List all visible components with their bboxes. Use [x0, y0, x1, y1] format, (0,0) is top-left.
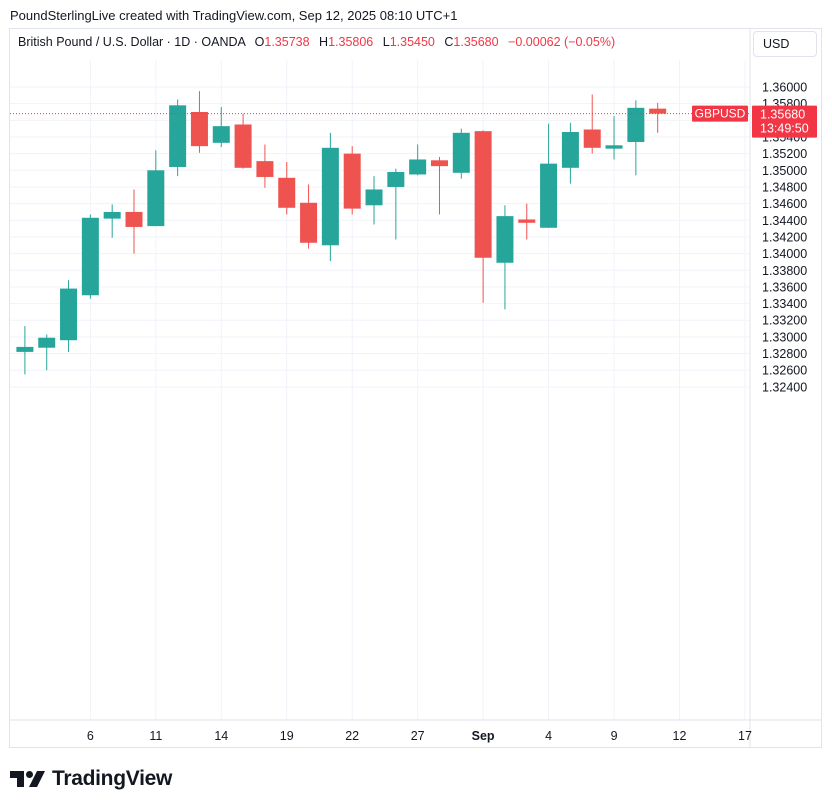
candle-body[interactable]: [649, 108, 667, 114]
currency-button[interactable]: USD: [753, 31, 817, 57]
candle-body[interactable]: [343, 153, 361, 209]
legend-high-label: H: [319, 35, 329, 49]
candle-body[interactable]: [605, 145, 623, 149]
y-tick-label: 1.36000: [762, 81, 807, 95]
x-tick-label: 19: [280, 729, 294, 743]
candle-body[interactable]: [496, 216, 514, 263]
candle-body[interactable]: [321, 147, 339, 246]
candle-body[interactable]: [81, 217, 99, 296]
tradingview-logo[interactable]: TradingView: [10, 766, 172, 792]
candle-body[interactable]: [583, 129, 601, 148]
y-tick-label: 1.33200: [762, 314, 807, 328]
tradingview-logo-icon: [10, 771, 45, 787]
candle-body[interactable]: [365, 189, 383, 206]
candle-body[interactable]: [387, 171, 405, 187]
candle-body[interactable]: [16, 346, 34, 352]
y-tick-label: 1.34600: [762, 197, 807, 211]
legend-high-value: 1.35806: [328, 35, 374, 49]
candle-body[interactable]: [430, 160, 448, 167]
y-tick-label: 1.34000: [762, 247, 807, 261]
legend-open-label: O: [254, 35, 265, 49]
x-tick-label: 4: [545, 729, 552, 743]
x-tick-label: 22: [345, 729, 359, 743]
legend-low-label: L: [382, 35, 390, 49]
legend-open-value: 1.35738: [264, 35, 310, 49]
y-tick-label: 1.33800: [762, 264, 807, 278]
legend-close-value: 1.35680: [453, 35, 499, 49]
candle-body[interactable]: [103, 211, 121, 219]
y-tick-label: 1.33400: [762, 297, 807, 311]
y-tick-label: 1.35000: [762, 164, 807, 178]
legend-instrument: British Pound / U.S. Dollar · 1D · OANDA: [18, 35, 246, 49]
candle-body[interactable]: [474, 131, 492, 258]
symbol-tag-label: GBPUSD: [695, 107, 746, 121]
candle-body[interactable]: [125, 211, 143, 227]
legend-change: −0.00062 (−0.05%): [508, 35, 616, 49]
symbol-tag: [692, 105, 748, 122]
x-tick-label: Sep: [472, 729, 495, 743]
candle-body[interactable]: [190, 111, 208, 147]
chart-frame: [9, 28, 822, 748]
candle-body[interactable]: [409, 159, 427, 175]
x-tick-label: 17: [738, 729, 752, 743]
y-tick-label: 1.35200: [762, 147, 807, 161]
price-tag: [752, 105, 817, 138]
x-tick-label: 14: [214, 729, 228, 743]
y-tick-label: 1.32400: [762, 380, 807, 394]
price-tag-countdown: 13:49:50: [760, 122, 809, 136]
candle-body[interactable]: [540, 163, 558, 228]
candle-body[interactable]: [212, 126, 230, 143]
y-tick-label: 1.34200: [762, 230, 807, 244]
candle-body[interactable]: [300, 202, 318, 243]
y-tick-label: 1.32800: [762, 347, 807, 361]
candle-body[interactable]: [452, 132, 470, 173]
candle-body[interactable]: [234, 124, 252, 168]
candle-body[interactable]: [627, 107, 645, 142]
candle-body[interactable]: [561, 131, 579, 168]
candle-body[interactable]: [147, 170, 165, 227]
x-tick-label: 27: [411, 729, 425, 743]
y-tick-label: 1.32600: [762, 364, 807, 378]
x-tick-label: 11: [149, 729, 162, 743]
x-tick-label: 12: [673, 729, 687, 743]
tradingview-wordmark: TradingView: [52, 767, 173, 790]
candle-body[interactable]: [60, 288, 78, 341]
candle-body[interactable]: [278, 177, 296, 208]
x-tick-label: 9: [611, 729, 618, 743]
y-tick-label: 1.34800: [762, 180, 807, 194]
candle-body[interactable]: [256, 161, 274, 177]
chart-legend: British Pound / U.S. Dollar · 1D · OANDA…: [18, 35, 615, 49]
y-tick-label: 1.33000: [762, 330, 807, 344]
legend-low-value: 1.35450: [389, 35, 435, 49]
x-tick-label: 6: [87, 729, 94, 743]
candle-body[interactable]: [518, 219, 536, 223]
candle-body[interactable]: [38, 337, 56, 348]
y-tick-label: 1.33600: [762, 280, 807, 294]
candle-body[interactable]: [169, 105, 187, 167]
legend-close-label: C: [444, 35, 454, 49]
price-tag-value: 1.35680: [760, 108, 805, 122]
y-tick-label: 1.34400: [762, 214, 807, 228]
chart-caption: PoundSterlingLive created with TradingVi…: [10, 8, 458, 23]
